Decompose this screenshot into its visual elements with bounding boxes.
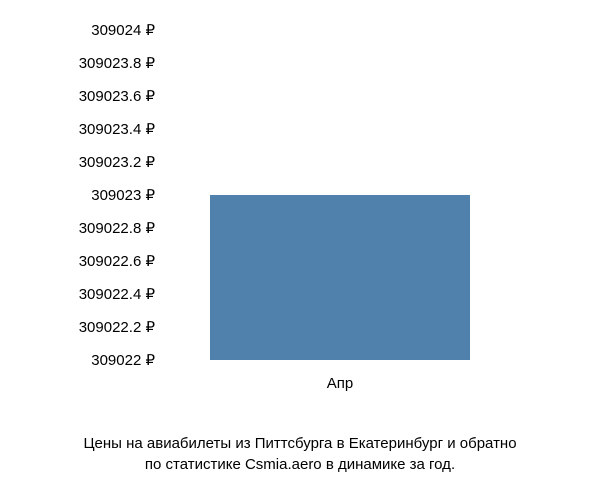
y-tick-label: 309024 ₽ <box>91 21 155 39</box>
y-tick-label: 309022.6 ₽ <box>79 252 155 270</box>
y-tick-label: 309022.8 ₽ <box>79 219 155 237</box>
y-tick-label: 309023.6 ₽ <box>79 87 155 105</box>
caption-line-1: Цены на авиабилеты из Питтсбурга в Екате… <box>0 433 600 454</box>
chart-caption: Цены на авиабилеты из Питтсбурга в Екате… <box>0 433 600 475</box>
bar-apr <box>210 195 470 360</box>
y-tick-label: 309023.2 ₽ <box>79 153 155 171</box>
bar-chart: 309024 ₽ 309023.8 ₽ 309023.6 ₽ 309023.4 … <box>0 0 600 500</box>
plot-area: Апр <box>165 30 585 360</box>
y-tick-label: 309022 ₽ <box>91 351 155 369</box>
y-tick-label: 309022.2 ₽ <box>79 318 155 336</box>
caption-line-2: по статистике Csmia.aero в динамике за г… <box>0 454 600 475</box>
y-tick-label: 309023.4 ₽ <box>79 120 155 138</box>
x-tick-label: Апр <box>327 375 353 392</box>
y-tick-label: 309023.8 ₽ <box>79 54 155 72</box>
y-tick-label: 309023 ₽ <box>91 186 155 204</box>
y-tick-label: 309022.4 ₽ <box>79 285 155 303</box>
